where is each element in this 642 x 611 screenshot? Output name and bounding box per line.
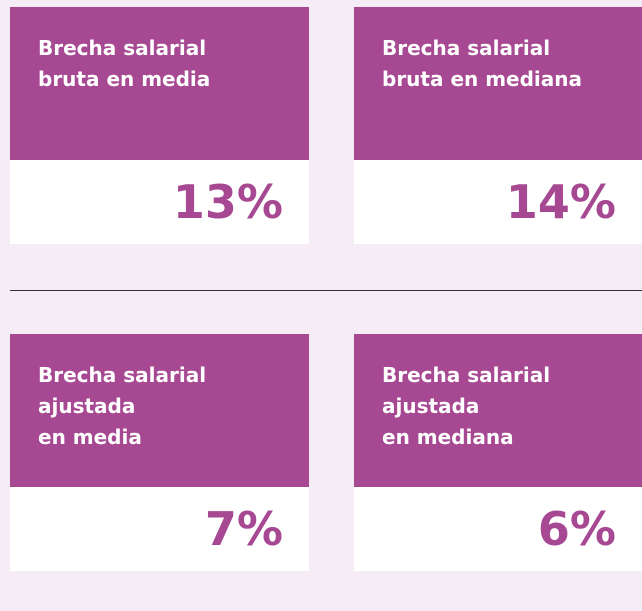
stat-card: Brecha salarial bruta en media 13% xyxy=(10,7,309,244)
card-value: 13% xyxy=(10,160,309,244)
card-header: Brecha salarial bruta en media xyxy=(10,7,309,160)
card-title-line: bruta en mediana xyxy=(382,67,583,91)
card-title-line: ajustada xyxy=(382,394,480,418)
card-header: Brecha salarial ajustada en media xyxy=(10,334,309,487)
card-value: 7% xyxy=(10,487,309,571)
card-value: 6% xyxy=(354,487,642,571)
card-value: 14% xyxy=(354,160,642,244)
card-header: Brecha salarial ajustada en mediana xyxy=(354,334,642,487)
card-title-line: Brecha salarial xyxy=(38,363,207,387)
card-title-line: Brecha salarial xyxy=(382,36,551,60)
card-header: Brecha salarial bruta en mediana xyxy=(354,7,642,160)
stat-card: Brecha salarial ajustada en mediana 6% xyxy=(354,334,642,571)
card-title-line: Brecha salarial xyxy=(38,36,207,60)
stat-card: Brecha salarial bruta en mediana 14% xyxy=(354,7,642,244)
card-title-line: ajustada xyxy=(38,394,136,418)
card-title-line: bruta en media xyxy=(38,67,211,91)
separator xyxy=(10,290,642,291)
card-title-line: Brecha salarial xyxy=(382,363,551,387)
card-title-line: en media xyxy=(38,425,142,449)
stat-card: Brecha salarial ajustada en media 7% xyxy=(10,334,309,571)
card-title-line: en mediana xyxy=(382,425,514,449)
